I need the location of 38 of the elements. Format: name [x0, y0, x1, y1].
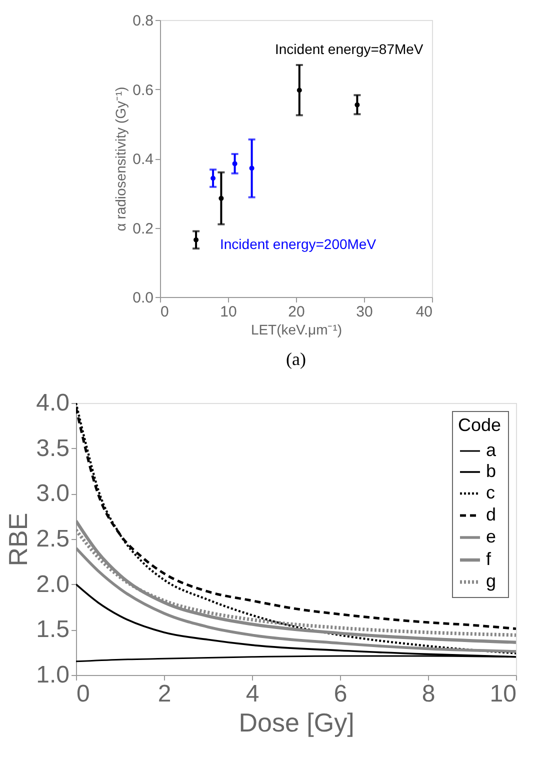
x-tick-label: 10 [220, 304, 237, 320]
legend-label: e [486, 526, 496, 546]
x-tick-label: 30 [356, 304, 373, 320]
y-tick-label: 4.0 [36, 390, 70, 416]
legend-label: b [486, 461, 496, 481]
y-tick-label: 0.8 [132, 12, 154, 30]
text: Incident energy=200MeV [220, 236, 377, 252]
y-axis-title: α radiosensitivity (Gy⁻¹) [112, 86, 129, 232]
legend-label: a [486, 440, 497, 460]
text: Incident energy=87MeV [275, 41, 424, 57]
y-tick-label: 1.5 [36, 616, 70, 644]
y-tick-label: 0.2 [132, 220, 154, 238]
legend-label: d [486, 504, 496, 524]
y-axis-title: RBE [3, 512, 34, 566]
x-tick-label: 10 [490, 680, 516, 708]
y-tick-label: 3.5 [36, 434, 70, 462]
y-tick-label: 0.0 [132, 290, 154, 306]
x-tick-label: 20 [288, 304, 305, 320]
x-tick-label: 0 [160, 304, 169, 320]
x-tick-label: 4 [246, 680, 260, 708]
x-tick-label: 2 [158, 680, 172, 708]
y-tick-label: 2.0 [36, 570, 70, 598]
y-tick-label: 0.6 [132, 82, 154, 99]
x-tick-label: 6 [334, 680, 348, 708]
legend-label: f [486, 549, 492, 569]
x-tick-label: 40 [416, 304, 432, 320]
y-tick-label: 0.4 [132, 151, 154, 168]
y-tick-label: 2.5 [36, 526, 70, 552]
legend-label: g [486, 571, 496, 591]
legend-title: Code [458, 415, 502, 435]
x-axis-title: LET(keV.μm⁻¹) [250, 322, 342, 338]
x-axis-title: Dose [Gy] [238, 708, 354, 738]
x-tick-label: 0 [76, 680, 90, 708]
x-tick-label: 8 [422, 680, 436, 708]
y-tick-label: 3.0 [36, 480, 70, 508]
text: (a) [286, 349, 306, 369]
legend-label: c [486, 482, 495, 502]
y-tick-label: 1.0 [36, 662, 70, 688]
